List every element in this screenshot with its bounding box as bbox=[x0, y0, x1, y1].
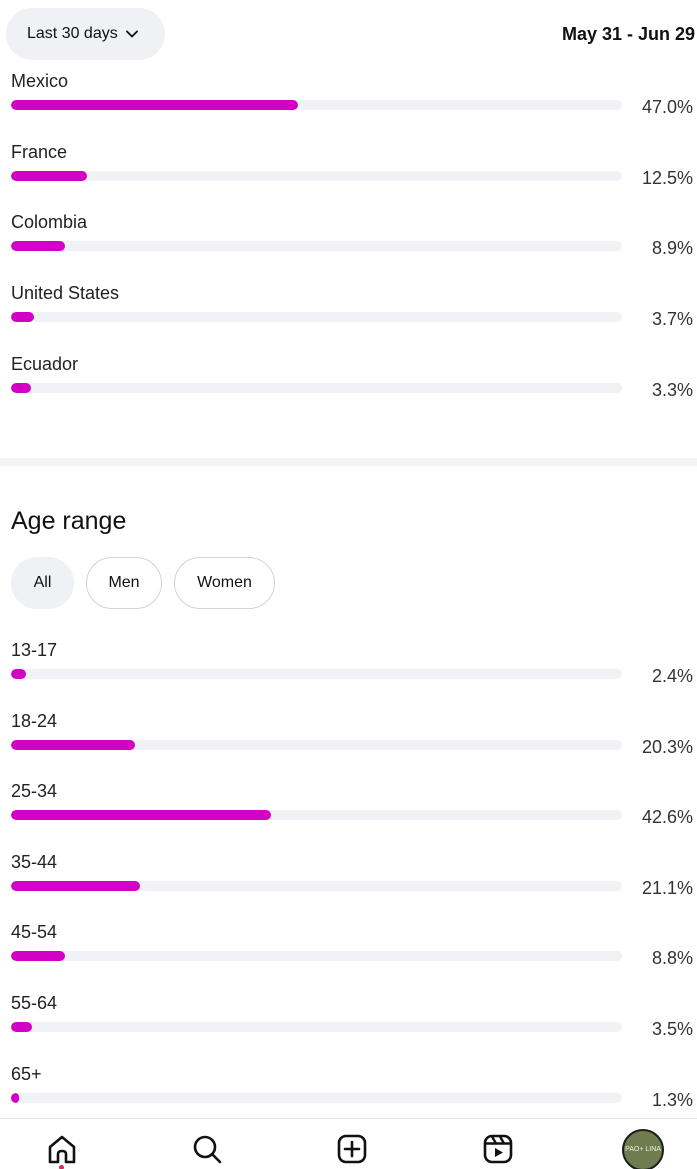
nav-create[interactable] bbox=[334, 1131, 370, 1167]
bar-row: 45-54 8.8% bbox=[0, 922, 697, 992]
bar-row-percentage: 47.0% bbox=[641, 97, 693, 117]
bar-row-percentage: 3.3% bbox=[651, 379, 693, 400]
bar-fill bbox=[11, 880, 140, 891]
bar-fill bbox=[11, 382, 32, 393]
bar-track bbox=[11, 241, 622, 252]
bar-track bbox=[11, 810, 622, 821]
bar-row-percentage: 42.6% bbox=[641, 807, 693, 828]
date-range-dropdown[interactable]: Last 30 days bbox=[6, 8, 165, 60]
bar-fill bbox=[11, 951, 65, 962]
bar-fill bbox=[11, 100, 299, 110]
bar-row-label: 18-24 bbox=[11, 710, 58, 731]
profile-avatar[interactable]: PAO+ LINA bbox=[622, 1129, 664, 1169]
bar-row: United States 3.7% bbox=[0, 283, 697, 353]
bar-fill bbox=[11, 1092, 19, 1103]
bar-row-percentage: 2.4% bbox=[651, 666, 693, 686]
bar-fill bbox=[11, 312, 34, 323]
gender-filter-chips: All Men Women bbox=[11, 557, 287, 609]
date-range-dropdown-label: Last 30 days bbox=[27, 25, 118, 42]
bar-row: 65+ 1.3% bbox=[0, 1064, 697, 1134]
bar-row-label: United States bbox=[11, 283, 120, 304]
bar-row-label: 13-17 bbox=[11, 640, 58, 660]
bar-row-percentage: 8.8% bbox=[651, 948, 693, 969]
create-icon bbox=[337, 1134, 367, 1164]
bar-row-label: Mexico bbox=[11, 71, 69, 91]
bar-track bbox=[11, 1092, 622, 1103]
bar-track bbox=[11, 100, 622, 110]
bar-row: 18-24 20.3% bbox=[0, 711, 697, 781]
filter-chip-label: All bbox=[33, 574, 52, 591]
bar-fill bbox=[11, 739, 136, 750]
nav-reels[interactable] bbox=[480, 1131, 516, 1167]
nav-home[interactable] bbox=[44, 1131, 80, 1167]
avatar-text: PAO+ LINA bbox=[625, 1146, 661, 1153]
filter-chip-label: Women bbox=[197, 574, 252, 591]
bar-row: 35-44 21.1% bbox=[0, 852, 697, 922]
bar-row-label: 45-54 bbox=[11, 922, 58, 943]
bottom-navigation: PAO+ LINA bbox=[0, 1118, 697, 1169]
chevron-down-icon bbox=[125, 30, 138, 38]
bar-row: Ecuador 3.3% bbox=[0, 354, 697, 424]
bar-row-percentage: 3.5% bbox=[651, 1019, 693, 1039]
bar-row-label: France bbox=[11, 141, 68, 162]
bar-row-label: Ecuador bbox=[11, 353, 79, 374]
section-divider bbox=[0, 458, 697, 466]
filter-chip-women[interactable]: Women bbox=[174, 557, 275, 609]
header: Last 30 days May 31 - Jun 29 bbox=[0, 0, 697, 72]
bar-fill bbox=[11, 669, 26, 679]
filter-chip-men[interactable]: Men bbox=[86, 557, 162, 609]
bar-fill bbox=[11, 170, 88, 181]
bar-row: 55-64 3.5% bbox=[0, 993, 697, 1063]
bar-row: 25-34 42.6% bbox=[0, 781, 697, 851]
bar-track bbox=[11, 739, 622, 750]
bar-track bbox=[11, 880, 622, 891]
bar-row: 13-17 2.4% bbox=[0, 640, 697, 710]
home-icon bbox=[48, 1135, 76, 1164]
reels-icon bbox=[483, 1134, 513, 1164]
bar-track bbox=[11, 312, 622, 323]
bar-row-label: Colombia bbox=[11, 212, 88, 233]
bar-fill bbox=[11, 1022, 33, 1032]
filter-chip-label: Men bbox=[108, 574, 140, 591]
bar-track bbox=[11, 170, 622, 181]
nav-search[interactable] bbox=[189, 1131, 225, 1167]
bar-row: France 12.5% bbox=[0, 142, 697, 212]
bar-row-label: 25-34 bbox=[11, 781, 58, 802]
bar-track bbox=[11, 951, 622, 962]
notification-dot bbox=[59, 1165, 64, 1169]
age-range-title: Age range bbox=[11, 507, 127, 535]
bar-row-percentage: 20.3% bbox=[641, 736, 693, 757]
bar-track bbox=[11, 1022, 622, 1032]
bar-row-label: 65+ bbox=[11, 1063, 42, 1084]
bar-row: Colombia 8.9% bbox=[0, 212, 697, 282]
bar-track bbox=[11, 382, 622, 393]
bar-row-percentage: 8.9% bbox=[651, 238, 693, 259]
bar-row-label: 35-44 bbox=[11, 851, 58, 872]
bar-fill bbox=[11, 241, 66, 252]
date-range-text: May 31 - Jun 29 bbox=[562, 24, 696, 44]
bar-row-percentage: 12.5% bbox=[641, 167, 693, 188]
bar-row-percentage: 21.1% bbox=[641, 877, 693, 898]
filter-chip-all[interactable]: All bbox=[11, 557, 74, 609]
bar-row-label: 55-64 bbox=[11, 993, 58, 1013]
bar-row-percentage: 1.3% bbox=[651, 1089, 693, 1110]
search-icon bbox=[193, 1135, 222, 1164]
bar-row-percentage: 3.7% bbox=[651, 309, 693, 330]
bar-fill bbox=[11, 810, 272, 821]
bar-track bbox=[11, 669, 622, 679]
bar-row: Mexico 47.0% bbox=[0, 71, 697, 141]
